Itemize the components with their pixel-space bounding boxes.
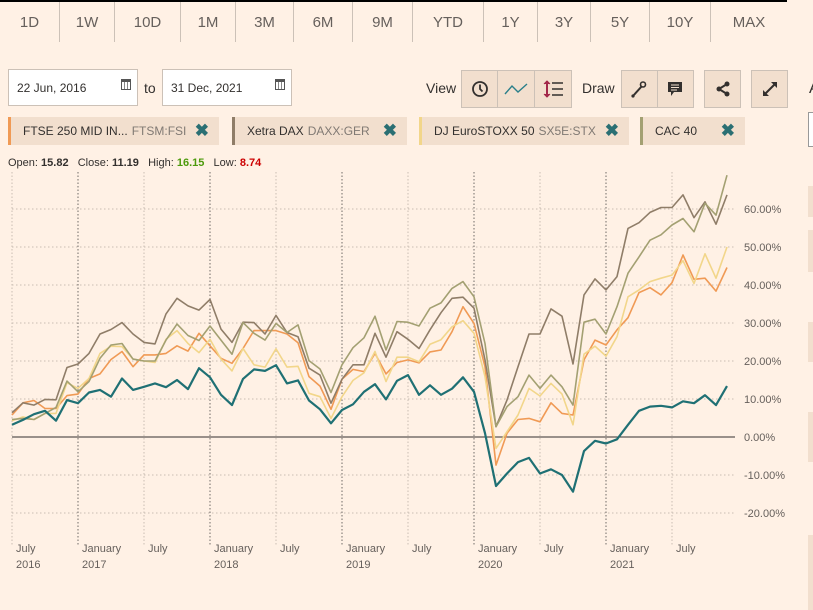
remove-icon[interactable]: ✖	[382, 121, 397, 140]
period-9m[interactable]: 9M	[353, 2, 413, 42]
legend-symbol: DAXX:GER	[307, 124, 370, 138]
y-tick-label: 0.00%	[744, 432, 775, 444]
high-value: 16.15	[176, 157, 205, 169]
view-button-group	[461, 70, 572, 108]
x-tick-label: July	[280, 543, 300, 555]
period-max[interactable]: MAX	[732, 13, 766, 31]
period-1y[interactable]: 1Y	[484, 2, 538, 42]
series-line-primary	[11, 364, 728, 493]
right-panel-block	[808, 322, 813, 362]
x-tick-label: January	[82, 543, 122, 555]
to-date-value: 31 Dec, 2021	[171, 80, 243, 95]
indicator-icon[interactable]	[535, 71, 571, 107]
legend-item[interactable]: FTSE 250 MID IN... FTSM:FSI ✖	[8, 117, 219, 145]
x-tick-year: 2019	[346, 559, 370, 571]
x-tick-year: 2021	[610, 559, 634, 571]
calendar-icon[interactable]	[275, 79, 285, 90]
close-value: 11.19	[111, 157, 139, 169]
x-tick-label: July	[148, 543, 168, 555]
x-tick-label: January	[610, 543, 650, 555]
period-6m[interactable]: 6M	[294, 2, 353, 42]
x-tick-label: July	[412, 543, 432, 555]
x-tick-year: 2020	[478, 559, 502, 571]
period-10d[interactable]: 10D	[115, 2, 181, 42]
series-line-ftse-250-mid-in-	[11, 254, 728, 466]
y-tick-label: 60.00%	[744, 204, 782, 216]
remove-icon[interactable]: ✖	[604, 121, 619, 140]
period-1w[interactable]: 1W	[60, 2, 115, 42]
open-label: Open:	[8, 157, 38, 169]
ohlc-readout: Open: 15.82 Close: 11.19 High: 16.15 Low…	[8, 157, 261, 169]
right-panel-block	[808, 412, 813, 462]
y-tick-label: 50.00%	[744, 242, 782, 254]
y-tick-label: -20.00%	[744, 508, 785, 520]
calendar-icon[interactable]	[121, 79, 131, 90]
legend-item[interactable]: DJ EuroSTOXX 50 SX5E:STX ✖	[419, 117, 629, 145]
expand-icon[interactable]	[752, 71, 787, 107]
legend-name: Xetra DAX	[247, 124, 304, 138]
view-label: View	[426, 80, 457, 96]
period-10y[interactable]: 10Y	[650, 2, 711, 42]
to-date-input[interactable]: 31 Dec, 2021	[162, 69, 292, 106]
legend-name: DJ EuroSTOXX 50	[434, 124, 535, 138]
low-label: Low:	[213, 157, 237, 169]
period-1d[interactable]: 1D	[0, 2, 60, 42]
remove-icon[interactable]: ✖	[720, 121, 735, 140]
y-tick-label: -10.00%	[744, 470, 785, 482]
open-value: 15.82	[41, 157, 69, 169]
legend-name: FTSE 250 MID IN...	[23, 124, 128, 138]
draw-button-group	[621, 70, 694, 108]
y-tick-label: 30.00%	[744, 318, 782, 330]
x-tick-label: July	[544, 543, 564, 555]
x-tick-label: January	[346, 543, 386, 555]
top-border	[0, 0, 787, 2]
right-panel-block	[808, 186, 813, 217]
x-tick-label: July	[676, 543, 696, 555]
right-panel-input[interactable]	[808, 112, 813, 147]
y-tick-label: 20.00%	[744, 356, 782, 368]
legend-symbol: FTSM:FSI	[131, 124, 187, 138]
high-label: High:	[148, 157, 174, 169]
period-3m[interactable]: 3M	[236, 2, 294, 42]
x-tick-year: 2017	[82, 559, 106, 571]
x-tick-year: 2018	[214, 559, 238, 571]
right-panel-label: A	[809, 80, 813, 98]
x-tick-label: July	[16, 543, 36, 555]
right-panel-block	[808, 230, 813, 272]
line-chart-icon[interactable]	[498, 71, 535, 107]
share-button[interactable]	[704, 70, 741, 108]
x-tick-label: January	[478, 543, 518, 555]
from-date-input[interactable]: 22 Jun, 2016	[8, 69, 138, 106]
expand-button[interactable]	[751, 70, 788, 108]
legend-item[interactable]: CAC 40 ✖	[640, 117, 745, 145]
remove-icon[interactable]: ✖	[194, 121, 209, 140]
from-date-value: 22 Jun, 2016	[17, 80, 87, 95]
series-line-xetra-dax	[11, 194, 728, 428]
draw-line-icon[interactable]	[622, 71, 658, 107]
period-3y[interactable]: 3Y	[538, 2, 591, 42]
legend-item[interactable]: Xetra DAX DAXX:GER ✖	[232, 117, 407, 145]
legend-symbol: SX5E:STX	[538, 124, 596, 138]
x-tick-year: 2016	[16, 559, 40, 571]
y-tick-label: 10.00%	[744, 394, 782, 406]
draw-label: Draw	[582, 80, 615, 96]
share-icon[interactable]	[705, 71, 740, 107]
annotation-icon[interactable]	[658, 71, 694, 107]
period-5y[interactable]: 5Y	[591, 2, 650, 42]
clock-icon[interactable]	[462, 71, 499, 107]
y-tick-label: 40.00%	[744, 280, 782, 292]
legend-name: CAC 40	[655, 124, 698, 138]
x-tick-label: January	[214, 543, 254, 555]
period-1m[interactable]: 1M	[181, 2, 236, 42]
right-panel-block	[808, 535, 813, 610]
series-line-cac-40	[11, 174, 728, 428]
close-label: Close:	[77, 157, 109, 169]
low-value: 8.74	[239, 157, 262, 169]
to-label: to	[144, 80, 156, 96]
period-ytd[interactable]: YTD	[413, 2, 484, 42]
